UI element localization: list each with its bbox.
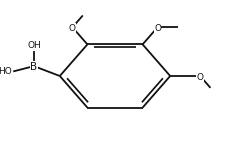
Text: HO: HO <box>0 67 12 76</box>
Text: O: O <box>153 24 160 33</box>
Text: O: O <box>196 73 203 81</box>
Text: B: B <box>30 62 37 72</box>
Text: O: O <box>69 24 76 33</box>
Text: OH: OH <box>27 41 41 50</box>
